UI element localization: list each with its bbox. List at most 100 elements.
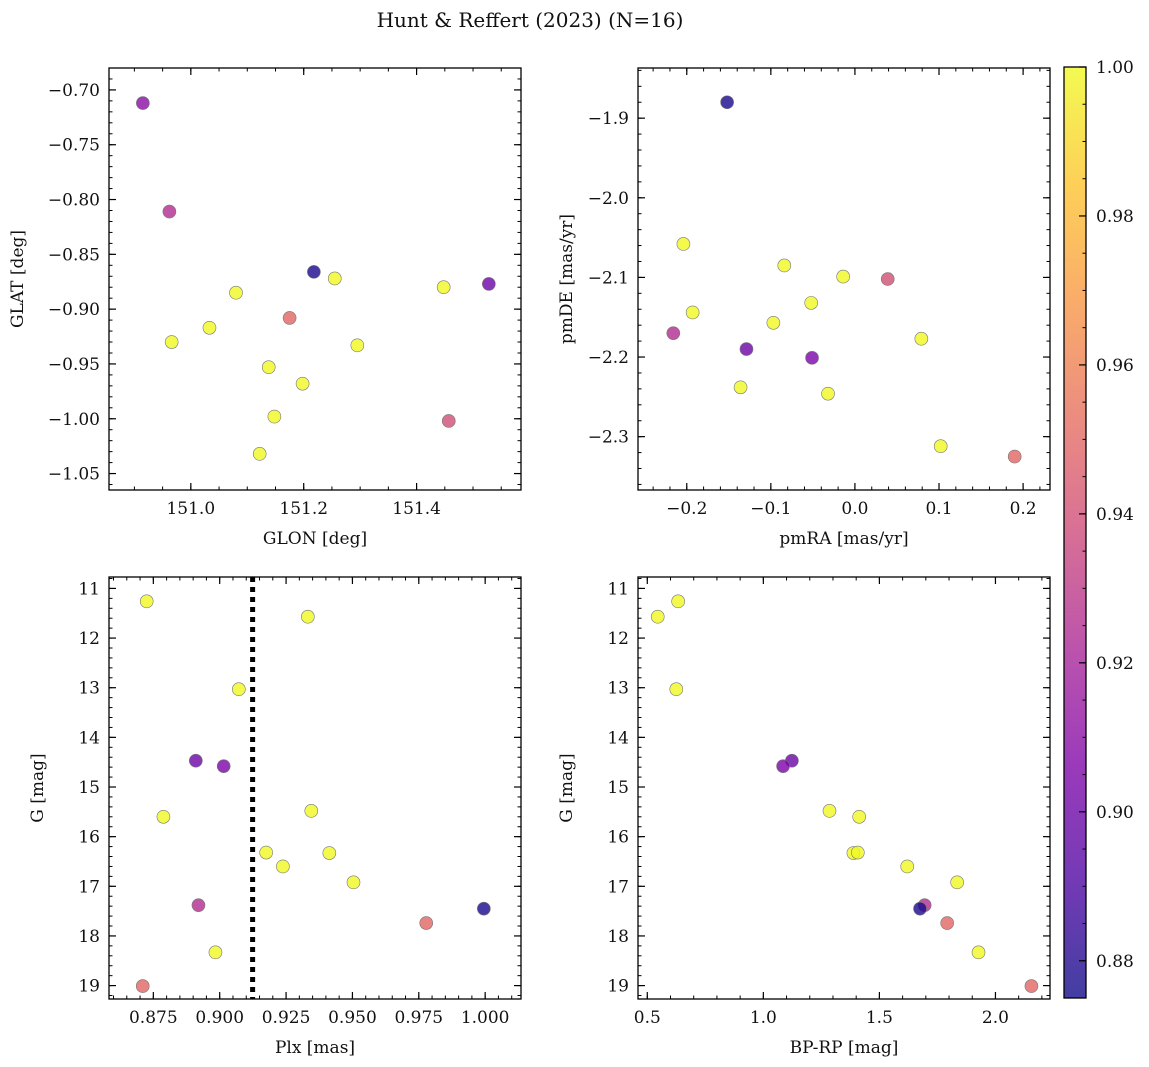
x-axis-label: GLON [deg]	[263, 529, 367, 549]
scatter-point	[940, 916, 954, 930]
colorbar-gradient	[1063, 66, 1087, 999]
y-tick-label: 17	[78, 877, 100, 897]
scatter-point	[482, 277, 496, 291]
scatter-point	[436, 280, 451, 295]
y-tick-label: −1.9	[588, 109, 629, 129]
scatter-point	[350, 338, 365, 353]
y-axis-label: GLAT [deg]	[8, 230, 28, 328]
x-tick-label: 0.2	[1010, 499, 1037, 519]
x-axis-label: Plx [mas]	[275, 1038, 355, 1058]
x-tick-label: 1.0	[750, 1008, 777, 1028]
x-axis-label: BP-RP [mag]	[790, 1038, 899, 1058]
x-tick-label: 0.950	[328, 1008, 377, 1028]
panel-plx_g: 0.875 0.900 0.925 0.950 0.975 1.000 11 12 13 14 15…	[28, 576, 522, 1058]
y-tick-label: −1.05	[48, 465, 100, 485]
scatter-point	[301, 609, 315, 624]
y-tick-label: 11	[78, 579, 100, 599]
scatter-point	[259, 845, 273, 860]
scatter-point	[261, 360, 276, 375]
scatter-point	[914, 331, 929, 346]
scatter-point	[136, 96, 150, 110]
x-tick-label: 1.5	[866, 1008, 893, 1028]
minor-ticks	[109, 577, 521, 999]
x-tick-label: −0.2	[666, 499, 707, 519]
y-tick-label: −2.1	[588, 268, 629, 288]
scatter-series	[135, 594, 491, 993]
y-tick-label: −0.90	[48, 300, 100, 320]
y-tick-label: 19	[78, 977, 100, 997]
scatter-point	[135, 979, 150, 993]
scatter-point	[666, 326, 681, 340]
x-axis-label: pmRA [mas/yr]	[779, 529, 908, 549]
scatter-point	[766, 315, 781, 330]
y-tick-label: −0.85	[48, 245, 100, 265]
scatter-point	[156, 809, 171, 824]
minor-ticks	[109, 67, 521, 490]
axes-frame	[637, 67, 1051, 491]
scatter-point	[216, 759, 231, 773]
scatter-point	[441, 414, 456, 428]
scatter-point	[1007, 449, 1022, 464]
axes-frame	[108, 67, 522, 491]
scatter-point	[282, 311, 297, 325]
scatter-point	[232, 682, 246, 697]
scatter-point	[191, 898, 206, 912]
scatter-point	[276, 859, 290, 874]
scatter-point	[267, 409, 282, 424]
scatter-point	[229, 285, 243, 300]
panel-bprp_g: 0.5 1.0 1.5 2.0 11 12 13 14 15 16 17 18 19 BP-RP [mag…	[557, 576, 1051, 1058]
y-tick-label: −0.95	[48, 355, 100, 375]
x-tick-label: 2.0	[982, 1008, 1009, 1028]
x-tick-label: 151.2	[279, 499, 328, 519]
y-axis-label: G [mag]	[557, 753, 577, 822]
x-tick-label: 0.975	[394, 1008, 443, 1028]
x-tick-label: 0.1	[925, 499, 952, 519]
scatter-point	[776, 759, 790, 773]
scatter-point	[739, 342, 754, 356]
x-tick-label: 0.925	[262, 1008, 311, 1028]
colorbar-tick-label: 1.00	[1096, 58, 1134, 78]
scatter-point	[307, 265, 321, 279]
y-axis-label: pmDE [mas/yr]	[557, 214, 577, 344]
scatter-point	[164, 335, 179, 349]
y-tick-label: 18	[607, 927, 629, 947]
scatter-point	[1024, 979, 1039, 993]
scatter-point	[419, 916, 434, 930]
y-tick-label: −2.2	[588, 348, 629, 368]
axes-frame	[637, 576, 1051, 1000]
scatter-point	[913, 901, 927, 916]
scatter-point	[671, 594, 685, 609]
y-tick-label: 19	[607, 977, 629, 997]
scatter-point	[720, 95, 734, 110]
y-tick-label: 18	[78, 927, 100, 947]
y-tick-label: −1.00	[48, 410, 100, 430]
scatter-point	[327, 271, 342, 286]
scatter-series	[650, 594, 1039, 993]
panel-glon_glat: 151.0 151.2 151.4 −1.05 −1.00 −0.95 −0.90 −0.85…	[8, 67, 522, 549]
y-tick-label: 17	[607, 877, 629, 897]
scatter-point	[851, 845, 865, 860]
scatter-point	[208, 945, 223, 960]
minor-ticks	[638, 577, 1050, 999]
y-tick-label: 12	[607, 629, 629, 649]
scatter-point	[821, 386, 835, 401]
x-tick-label: 1.000	[461, 1008, 510, 1028]
y-tick-label: 14	[78, 728, 100, 748]
panels: 151.0 151.2 151.4−1.05−1.00−0.95−0.90−0.85…	[8, 67, 1051, 1058]
x-tick-label: 0.900	[195, 1008, 244, 1028]
colorbar-tick-label: 0.88	[1096, 952, 1134, 972]
x-tick-label: 151.0	[166, 499, 215, 519]
colorbar-tick-label: 0.98	[1096, 207, 1134, 227]
colorbar-tick-label: 0.92	[1096, 654, 1134, 674]
y-tick-label: 12	[78, 629, 100, 649]
scatter-point	[733, 380, 748, 395]
scatter-point	[304, 804, 319, 818]
scatter-point	[852, 809, 867, 824]
scatter-point	[189, 753, 203, 768]
y-tick-label: −2.3	[588, 428, 629, 448]
colorbar-tick-label: 0.96	[1096, 356, 1134, 376]
scatter-point	[900, 859, 915, 874]
scatter-point	[804, 296, 819, 310]
y-tick-label: 15	[78, 778, 100, 798]
